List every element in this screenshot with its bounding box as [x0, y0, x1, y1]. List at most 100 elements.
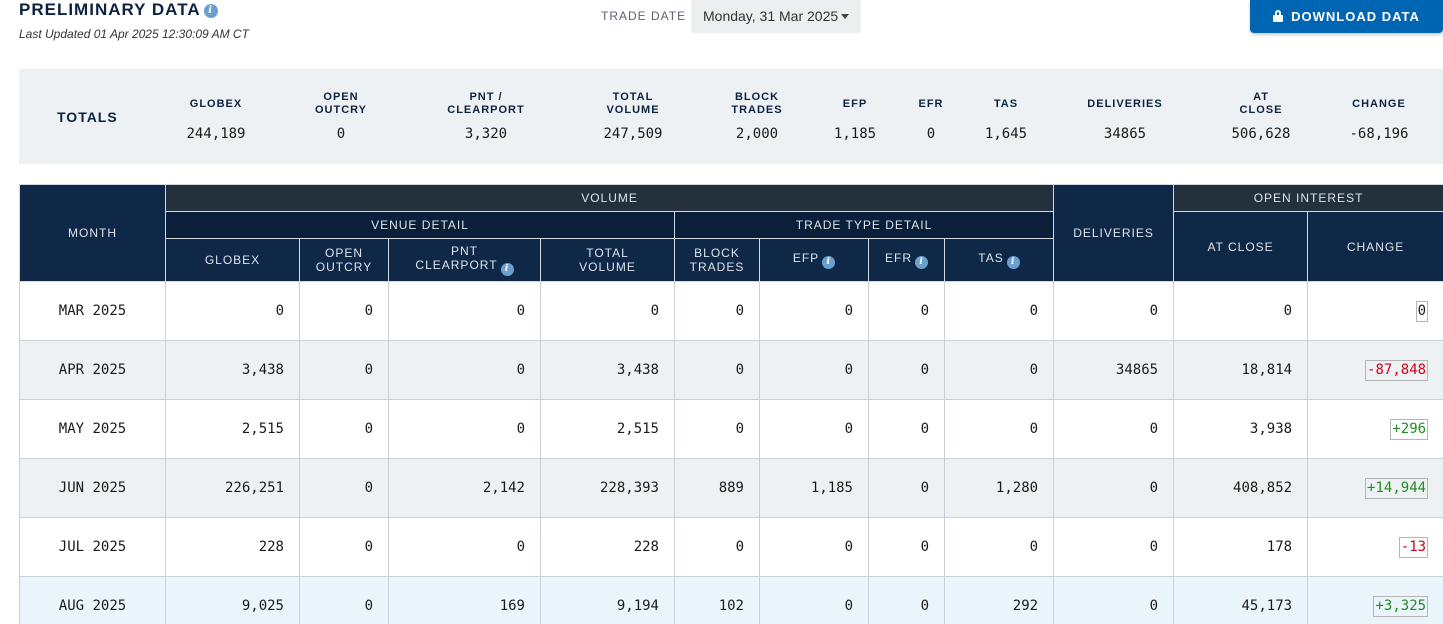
tas-header-text: TAS — [978, 251, 1004, 265]
efp-cell: 0 — [759, 340, 869, 400]
tas-cell: 1,280 — [943, 458, 1055, 518]
pnt-header-text: PNT — [451, 244, 478, 258]
page-title: PRELIMINARY DATA i — [19, 0, 218, 20]
info-icon[interactable]: i — [915, 256, 928, 269]
change-value: +14,944 — [1365, 477, 1429, 499]
block-trades-cell: 0 — [674, 517, 760, 577]
globex-cell: 3,438 — [165, 340, 300, 400]
deliveries-cell: 0 — [1053, 517, 1175, 577]
month-cell: APR 2025 — [19, 340, 166, 400]
totals-globex: GLOBEX 244,189 — [156, 89, 276, 143]
block-trades-header: BLOCK TRADES — [674, 238, 760, 282]
month-cell: JUN 2025 — [19, 458, 166, 518]
volume-table: MONTH VOLUME DELIVERIES OPEN INTEREST VE… — [19, 184, 1443, 624]
table-row: APR 2025 3,438 0 0 3,438 0 0 0 0 34865 1… — [19, 340, 1443, 400]
open-outcry-cell: 0 — [299, 340, 389, 400]
change-value: 0 — [1415, 300, 1429, 322]
tas-cell: 292 — [943, 576, 1055, 624]
efr-header-text: EFR — [885, 251, 912, 265]
clearport-header-text: CLEARPORT — [415, 258, 498, 272]
totals-efp: EFP 1,185 — [795, 89, 915, 143]
total-volume-cell: 2,515 — [540, 399, 675, 459]
tas-header: TAS i — [943, 238, 1055, 282]
open-interest-group-header: OPEN INTEREST — [1173, 184, 1443, 212]
totals-total-volume: TOTAL VOLUME 247,509 — [573, 89, 693, 142]
totals-value: 0 — [926, 126, 936, 142]
table-row: MAR 2025 0 0 0 0 0 0 0 0 0 0 0 — [19, 281, 1443, 341]
at-close-cell: 3,938 — [1173, 399, 1309, 459]
deliveries-cell: 0 — [1053, 281, 1175, 341]
tas-cell: 0 — [943, 340, 1055, 400]
totals-value: 506,628 — [1231, 126, 1291, 142]
efr-cell: 0 — [868, 517, 945, 577]
totals-value: 0 — [336, 126, 346, 142]
totals-header: EFR — [918, 97, 944, 110]
efr-cell: 0 — [868, 281, 945, 341]
efp-cell: 0 — [759, 281, 869, 341]
block-trades-cell: 102 — [674, 576, 760, 624]
info-icon[interactable]: i — [500, 263, 514, 276]
globex-cell: 9,025 — [165, 576, 300, 624]
at-close-cell: 18,814 — [1173, 340, 1309, 400]
pnt-clearport-cell: 0 — [388, 340, 541, 400]
globex-cell: 2,515 — [165, 399, 300, 459]
tas-cell: 0 — [943, 281, 1055, 341]
tas-cell: 0 — [943, 517, 1055, 577]
totals-efr: EFR 0 — [871, 89, 991, 143]
totals-open-outcry: OPEN OUTCRY 0 — [281, 89, 401, 142]
trade-date-label: TRADE DATE — [601, 9, 687, 23]
lock-icon — [1273, 10, 1284, 22]
at-close-cell: 408,852 — [1173, 458, 1309, 518]
trade-type-detail-header: TRADE TYPE DETAIL — [673, 211, 1055, 239]
pnt-clearport-cell: 0 — [388, 399, 541, 459]
open-outcry-cell: 0 — [299, 458, 389, 518]
info-icon[interactable]: i — [1006, 256, 1020, 269]
at-close-cell: 45,173 — [1173, 576, 1309, 624]
change-value: +296 — [1390, 418, 1429, 440]
month-header: MONTH — [19, 184, 166, 282]
totals-at-close: AT CLOSE 506,628 — [1201, 89, 1321, 142]
block-trades-cell: 0 — [674, 340, 760, 400]
totals-value: -68,196 — [1349, 126, 1409, 142]
efr-cell: 0 — [868, 399, 945, 459]
deliveries-cell: 0 — [1053, 458, 1175, 518]
open-outcry-header-text: OPEN OUTCRY — [315, 246, 373, 274]
block-trades-cell: 889 — [674, 458, 760, 518]
total-volume-cell: 3,438 — [540, 340, 675, 400]
totals-value: 1,645 — [984, 126, 1028, 142]
change-cell: +296 — [1307, 399, 1443, 459]
totals-value: 1,185 — [833, 126, 877, 142]
total-volume-cell: 228 — [540, 517, 675, 577]
globex-cell: 0 — [165, 281, 300, 341]
last-updated: Last Updated 01 Apr 2025 12:30:09 AM CT — [19, 27, 249, 41]
deliveries-cell: 0 — [1053, 576, 1175, 624]
download-data-button[interactable]: DOWNLOAD DATA — [1250, 0, 1443, 33]
totals-header: GLOBEX — [189, 97, 243, 110]
open-outcry-cell: 0 — [299, 576, 389, 624]
trade-date-dropdown[interactable]: Monday, 31 Mar 2025 — [691, 0, 861, 33]
download-data-label: DOWNLOAD DATA — [1291, 9, 1420, 24]
venue-detail-header: VENUE DETAIL — [165, 211, 675, 239]
open-outcry-cell: 0 — [299, 281, 389, 341]
totals-tas: TAS 1,645 — [946, 89, 1066, 143]
trade-date-value: Monday, 31 Mar 2025 — [703, 8, 839, 24]
totals-block-trades: BLOCK TRADES 2,000 — [697, 89, 817, 142]
month-cell: MAR 2025 — [19, 281, 166, 341]
pnt-clearport-cell: 0 — [388, 517, 541, 577]
totals-value: 3,320 — [464, 126, 508, 142]
change-cell: +3,325 — [1307, 576, 1443, 624]
at-close-cell: 0 — [1173, 281, 1309, 341]
change-cell: -87,848 — [1307, 340, 1443, 400]
change-cell: -13 — [1307, 517, 1443, 577]
table-row: JUN 2025 226,251 0 2,142 228,393 889 1,1… — [19, 458, 1443, 518]
info-icon[interactable]: i — [822, 256, 836, 269]
totals-value: 247,509 — [603, 126, 663, 142]
change-value: +3,325 — [1373, 595, 1429, 617]
block-trades-cell: 0 — [674, 281, 760, 341]
efr-cell: 0 — [868, 458, 945, 518]
deliveries-cell: 0 — [1053, 399, 1175, 459]
at-close-cell: 178 — [1173, 517, 1309, 577]
info-icon[interactable]: i — [203, 4, 218, 18]
efp-header: EFP i — [759, 238, 869, 282]
month-cell: MAY 2025 — [19, 399, 166, 459]
